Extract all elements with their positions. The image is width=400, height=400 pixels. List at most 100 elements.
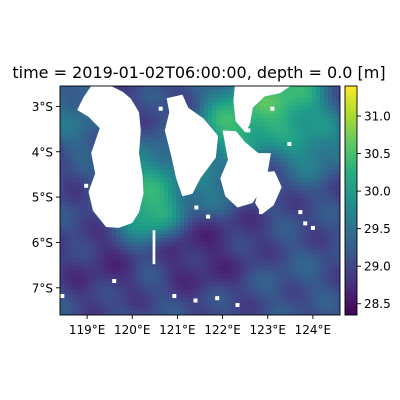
heatmap-cell	[316, 178, 321, 183]
heatmap-cell	[300, 250, 305, 255]
heatmap-cell	[168, 166, 173, 171]
heatmap-cell	[284, 122, 289, 127]
heatmap-cell	[72, 134, 77, 139]
heatmap-cell	[168, 250, 173, 255]
heatmap-cell	[160, 146, 165, 151]
heatmap-cell	[232, 86, 237, 91]
heatmap-cell	[260, 310, 265, 315]
heatmap-cell	[288, 106, 293, 111]
heatmap-cell	[220, 142, 225, 147]
heatmap-cell	[336, 294, 340, 299]
heatmap-cell	[244, 286, 249, 291]
heatmap-cell	[96, 314, 101, 315]
heatmap-cell	[240, 226, 245, 231]
heatmap-cell	[68, 98, 73, 103]
heatmap-cell	[292, 126, 297, 131]
heatmap-cell	[144, 250, 149, 255]
heatmap-cell	[332, 86, 337, 91]
heatmap-cell	[160, 262, 165, 267]
heatmap-cell	[296, 226, 301, 231]
heatmap-cell	[156, 234, 161, 239]
heatmap-cell	[228, 266, 233, 271]
heatmap-cell	[244, 214, 249, 219]
heatmap-cell	[96, 246, 101, 251]
colorbar-tick-label: 30.5	[364, 147, 391, 161]
heatmap-cell	[60, 306, 65, 311]
heatmap-cell	[312, 202, 317, 207]
heatmap-cell	[88, 130, 93, 135]
heatmap-cell	[312, 174, 317, 179]
colorbar-ticks: 28.529.029.530.030.531.0	[357, 110, 391, 311]
islet	[246, 128, 251, 133]
heatmap-cell	[188, 262, 193, 267]
heatmap-cell	[100, 282, 105, 287]
heatmap-cell	[320, 238, 325, 243]
heatmap-cell	[76, 258, 81, 263]
heatmap-cell	[136, 302, 141, 307]
heatmap-cell	[304, 262, 309, 267]
heatmap-cell	[240, 274, 245, 279]
heatmap-cell	[156, 242, 161, 247]
heatmap-cell	[96, 234, 101, 239]
heatmap-cell	[296, 266, 301, 271]
heatmap-cell	[332, 90, 337, 95]
heatmap-cell	[164, 94, 169, 99]
heatmap-cell	[208, 98, 213, 103]
heatmap-cell	[220, 306, 225, 311]
heatmap-cell	[336, 122, 340, 127]
heatmap-cell	[144, 206, 149, 211]
heatmap-cell	[252, 114, 257, 119]
heatmap-cell	[300, 302, 305, 307]
heatmap-cell	[328, 162, 333, 167]
heatmap-cell	[92, 298, 97, 303]
heatmap-cell	[140, 90, 145, 95]
heatmap-cell	[140, 158, 145, 163]
heatmap-cell	[308, 174, 313, 179]
heatmap-cell	[332, 258, 337, 263]
heatmap-cell	[64, 86, 69, 91]
heatmap-cell	[248, 282, 253, 287]
heatmap-cell	[296, 202, 301, 207]
heatmap-cell	[144, 222, 149, 227]
heatmap-cell	[292, 298, 297, 303]
heatmap-cell	[296, 118, 301, 123]
heatmap-cell	[72, 110, 77, 115]
heatmap-cell	[196, 214, 201, 219]
heatmap-cell	[212, 270, 217, 275]
heatmap-cell	[60, 190, 65, 195]
heatmap-cell	[292, 86, 297, 91]
heatmap-cell	[108, 226, 113, 231]
heatmap-cell	[160, 190, 165, 195]
heatmap-cell	[72, 306, 77, 311]
heatmap-cell	[324, 194, 329, 199]
heatmap-cell	[304, 194, 309, 199]
heatmap-cell	[100, 230, 105, 235]
heatmap-cell	[120, 250, 125, 255]
heatmap-cell	[112, 294, 117, 299]
heatmap-cell	[144, 202, 149, 207]
heatmap-cell	[120, 310, 125, 315]
heatmap-cell	[300, 234, 305, 239]
heatmap-cell	[320, 310, 325, 315]
heatmap-cell	[60, 134, 65, 139]
heatmap-cell	[68, 198, 73, 203]
heatmap-cell	[176, 282, 181, 287]
heatmap-cell	[80, 202, 85, 207]
heatmap-cell	[332, 110, 337, 115]
heatmap-cell	[256, 306, 261, 311]
heatmap-cell	[124, 298, 129, 303]
heatmap-cell	[184, 230, 189, 235]
heatmap-cell	[276, 302, 281, 307]
heatmap-cell	[304, 126, 309, 131]
heatmap-cell	[312, 166, 317, 171]
heatmap-cell	[140, 250, 145, 255]
heatmap-cell	[132, 86, 137, 91]
heatmap-cell	[120, 278, 125, 283]
heatmap-cell	[76, 142, 81, 147]
heatmap-cell	[224, 246, 229, 251]
heatmap-cell	[144, 226, 149, 231]
heatmap-cell	[140, 146, 145, 151]
heatmap-cell	[152, 122, 157, 127]
islet	[235, 303, 240, 307]
heatmap-cell	[248, 230, 253, 235]
